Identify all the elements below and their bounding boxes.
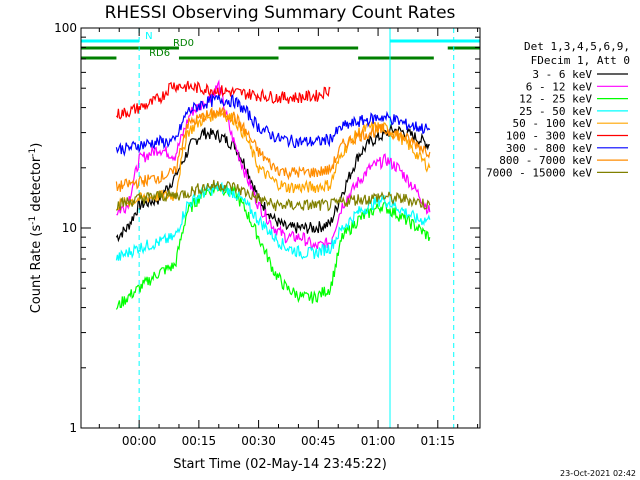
- y-tick-label: 10: [62, 221, 77, 235]
- legend-entry-label: 300 - 800 keV: [506, 142, 592, 155]
- y-axis-label-sup1: -1: [28, 216, 38, 225]
- legend: Det 1,3,4,5,6,9, FDecim 1, Att 0 3 - 6 k…: [486, 40, 630, 179]
- legend-entry-label: 50 - 100 keV: [513, 117, 593, 130]
- x-axis-label: Start Time (02-May-14 23:45:22): [173, 457, 387, 472]
- series-line: [115, 106, 431, 192]
- legend-entry-label: 800 - 7000 keV: [499, 154, 592, 167]
- legend-entry-label: 100 - 300 keV: [506, 130, 592, 143]
- legend-entry-label: 12 - 25 keV: [519, 93, 592, 106]
- x-tick-label: 00:15: [182, 434, 217, 448]
- vertical-markers: [80, 28, 455, 428]
- y-axis-label-mid: detector: [29, 156, 44, 216]
- series-line: [116, 179, 431, 212]
- legend-entry-label: 7000 - 15000 keV: [486, 166, 592, 179]
- chart-title: RHESSI Observing Summary Count Rates: [105, 3, 456, 23]
- x-tick-label: 01:00: [361, 434, 396, 448]
- legend-entry-label: 6 - 12 keV: [526, 80, 593, 93]
- legend-header-line-2: FDecim 1, Att 0: [531, 54, 630, 67]
- legend-entry-label: 25 - 50 keV: [519, 105, 592, 118]
- y-tick-label: 100: [54, 21, 77, 35]
- flag-label-n: N: [145, 31, 152, 42]
- y-axis-label-main: Count Rate (s: [29, 225, 44, 314]
- series-line: [116, 109, 431, 211]
- series-line: [116, 79, 431, 250]
- axes: 00:00 00:15 00:30 00:45 01:00 01:15 1 10 100: [54, 21, 480, 448]
- legend-header-line-1: Det 1,3,4,5,6,9,: [524, 40, 630, 53]
- legend-entry-label: 3 - 6 keV: [532, 68, 592, 81]
- series-lines: [115, 79, 431, 310]
- flag-label-rd0: RD0: [173, 38, 194, 49]
- series-line: [115, 93, 431, 157]
- flag-label-rd6: RD6: [149, 48, 170, 59]
- generation-timestamp: 23-Oct-2021 02:42: [560, 469, 636, 478]
- x-tick-label: 00:30: [241, 434, 276, 448]
- y-axis-label-sup2: -1: [28, 148, 38, 157]
- series-line: [115, 184, 431, 310]
- x-tick-label: 00:45: [301, 434, 336, 448]
- x-tick-label: 01:15: [420, 434, 455, 448]
- y-axis-label: Count Rate (s-1 detector-1): [28, 143, 44, 314]
- y-tick-label: 1: [69, 421, 77, 435]
- series-line: [115, 80, 331, 120]
- x-tick-label: 00:00: [122, 434, 157, 448]
- y-axis-label-end: ): [29, 143, 44, 148]
